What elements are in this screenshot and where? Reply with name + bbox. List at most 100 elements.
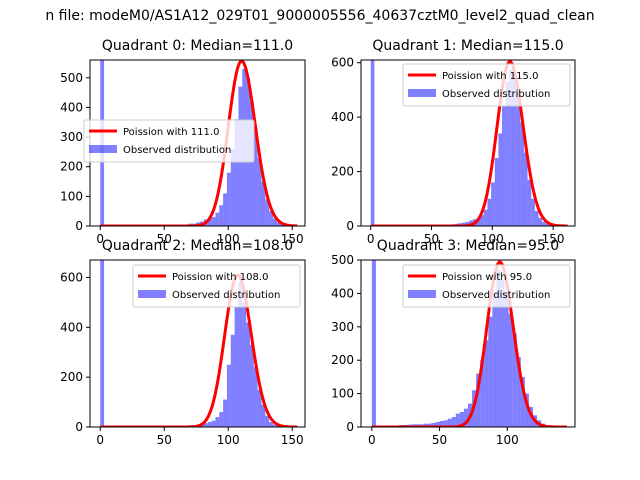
histogram-bar bbox=[219, 205, 224, 226]
histogram-bar bbox=[230, 148, 235, 226]
histogram-bar bbox=[269, 211, 274, 226]
histogram-bar bbox=[480, 215, 484, 226]
histogram-bar bbox=[488, 316, 493, 427]
x-tick-label: 0 bbox=[96, 232, 104, 246]
x-tick-label: 50 bbox=[424, 232, 439, 246]
x-tick-label: 100 bbox=[217, 232, 240, 246]
histogram-bar bbox=[261, 181, 266, 226]
histogram-bar bbox=[257, 389, 262, 427]
histogram-bar bbox=[246, 322, 250, 427]
histogram-bar bbox=[215, 417, 220, 427]
y-tick-label: 500 bbox=[331, 253, 354, 267]
chart-panel-2: 0 50 100 150 0 200 400 600 Quadrant 2: Median=10… bbox=[60, 238, 306, 447]
poisson-curve bbox=[370, 60, 568, 226]
histogram-bar bbox=[242, 302, 247, 427]
poisson-curve bbox=[100, 273, 298, 427]
histogram-bar bbox=[487, 198, 492, 226]
y-tick-label: 0 bbox=[75, 219, 83, 233]
histogram-bar bbox=[370, 60, 375, 226]
y-tick-label: 200 bbox=[331, 165, 354, 179]
legend-label-observed: Observed distribution bbox=[172, 290, 280, 301]
histogram-bar bbox=[498, 133, 503, 226]
histogram-bar bbox=[520, 376, 525, 427]
plot-area bbox=[370, 60, 568, 226]
histogram-bar bbox=[545, 223, 550, 226]
histogram-bar bbox=[459, 411, 464, 427]
histogram-bar bbox=[534, 211, 539, 226]
x-tick-label: 0 bbox=[368, 433, 376, 447]
histogram-bar bbox=[234, 307, 239, 427]
panel-title: Quadrant 2: Median=108.0 bbox=[102, 238, 293, 254]
legend-box bbox=[132, 264, 301, 308]
histogram-bar bbox=[234, 119, 239, 226]
y-tick-label: 300 bbox=[331, 320, 354, 334]
legend-label-observed: Observed distribution bbox=[442, 290, 550, 301]
histogram-bar bbox=[211, 420, 216, 427]
legend: Poission with 111.0 Observed distribution bbox=[83, 119, 255, 163]
histogram-bar bbox=[504, 293, 509, 427]
histogram-bar bbox=[524, 393, 529, 427]
histogram-bar bbox=[265, 199, 270, 226]
histogram-bar bbox=[265, 415, 270, 427]
poisson-curve bbox=[100, 60, 298, 226]
histogram-bar bbox=[505, 81, 510, 226]
histogram-bar bbox=[531, 198, 535, 226]
histogram-bar bbox=[527, 179, 532, 226]
y-tick-label: 400 bbox=[331, 110, 354, 124]
histogram-bar bbox=[276, 222, 281, 226]
histogram-bar bbox=[238, 282, 243, 427]
histogram-bar bbox=[249, 101, 254, 226]
legend-bar-swatch bbox=[89, 145, 117, 153]
axes-frame bbox=[89, 259, 306, 428]
legend-label-poisson: Poission with 108.0 bbox=[172, 272, 268, 283]
y-tick-label: 200 bbox=[331, 353, 354, 367]
histogram-bar bbox=[439, 420, 444, 427]
histogram-bar bbox=[523, 152, 528, 226]
histogram-bar bbox=[542, 221, 546, 226]
histogram-bar bbox=[435, 421, 440, 427]
histogram-bar bbox=[451, 416, 456, 427]
histogram-bar bbox=[492, 293, 497, 427]
axes-frame bbox=[360, 259, 576, 428]
panel-title: Quadrant 3: Median=95.0 bbox=[377, 238, 559, 254]
histogram-bar bbox=[223, 193, 227, 226]
histogram-bar bbox=[494, 157, 499, 226]
histogram-bar bbox=[516, 356, 521, 427]
histogram-bar bbox=[223, 399, 227, 427]
histogram-bar bbox=[371, 260, 376, 427]
histogram-bar bbox=[226, 364, 231, 427]
legend: Poission with 108.0 Observed distribution bbox=[132, 264, 301, 308]
histogram-bar bbox=[253, 367, 258, 427]
histogram-bar bbox=[463, 408, 468, 427]
x-tick-label: 100 bbox=[217, 433, 240, 447]
legend-label-poisson: Poission with 95.0 bbox=[442, 272, 532, 283]
histogram-bar bbox=[443, 420, 448, 427]
histogram-bar bbox=[219, 412, 224, 427]
y-tick-label: 600 bbox=[60, 270, 83, 284]
legend-box bbox=[402, 63, 571, 107]
panel-title: Quadrant 0: Median=111.0 bbox=[102, 38, 293, 54]
histogram-bar bbox=[447, 418, 452, 427]
histogram-bar bbox=[100, 260, 105, 427]
histogram-bar bbox=[207, 218, 212, 226]
histogram-bar bbox=[476, 217, 481, 226]
histogram-bar bbox=[226, 172, 231, 226]
y-tick-label: 200 bbox=[60, 160, 83, 174]
legend-box bbox=[83, 119, 255, 163]
histogram-bar bbox=[269, 422, 274, 427]
histogram-bar bbox=[253, 128, 258, 226]
figure-suptitle: n file: modeM0/AS1A12_029T01_9000005556_… bbox=[45, 8, 594, 24]
histogram-bar bbox=[211, 217, 216, 226]
legend-bar-swatch bbox=[408, 290, 436, 298]
legend-label-observed: Observed distribution bbox=[442, 89, 550, 100]
legend: Poission with 115.0 Observed distribution bbox=[402, 63, 571, 107]
histogram-bar bbox=[484, 340, 489, 427]
histogram-bar bbox=[516, 95, 521, 226]
histogram-bar bbox=[508, 313, 513, 427]
y-tick-label: 0 bbox=[75, 420, 83, 434]
legend-bar-swatch bbox=[408, 89, 436, 97]
histogram-bar bbox=[455, 413, 460, 427]
legend-label-poisson: Poission with 111.0 bbox=[123, 127, 219, 138]
